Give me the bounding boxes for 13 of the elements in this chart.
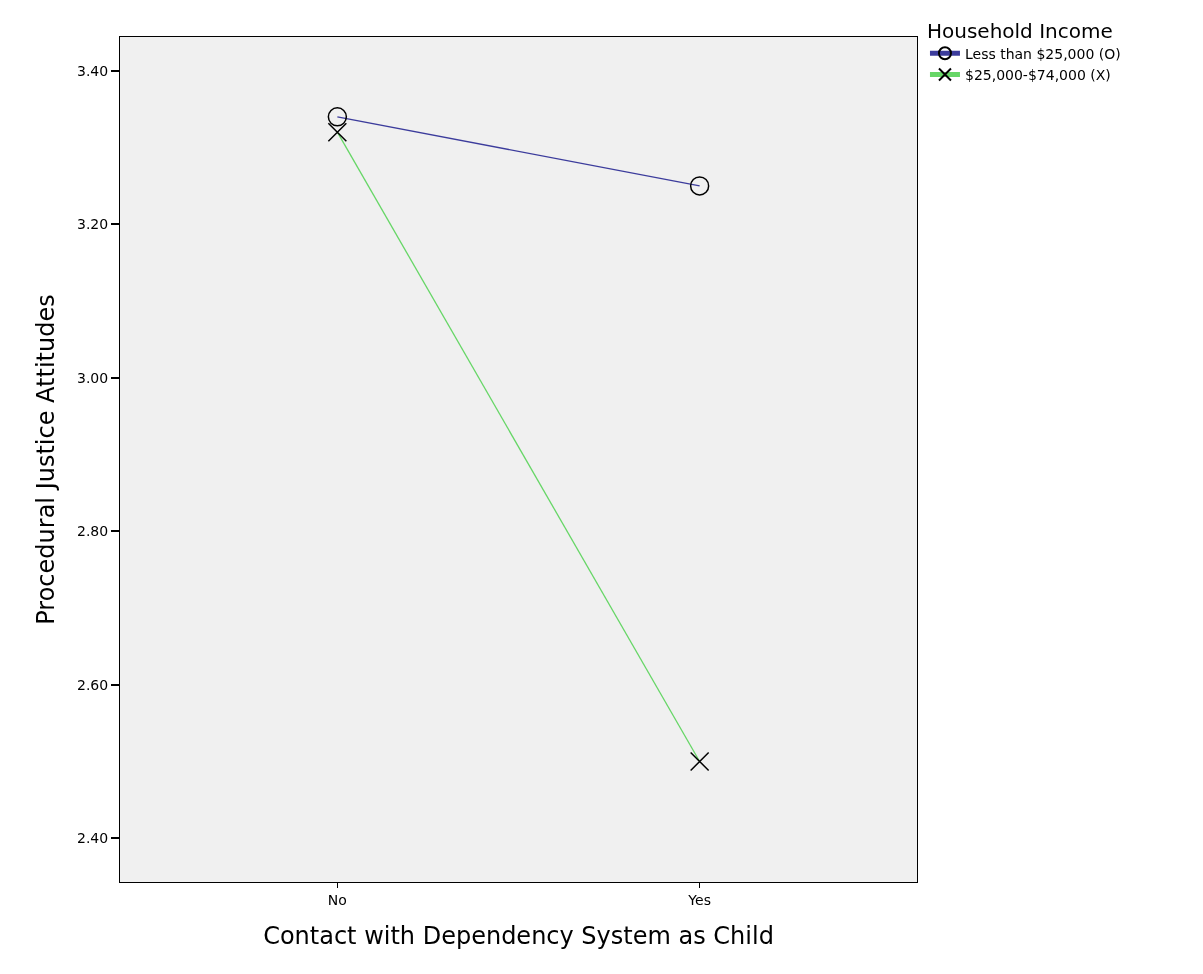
x-tick-label: No — [327, 891, 347, 908]
y-tick-label: 2.60 — [77, 676, 109, 693]
legend-label: $25,000-$74,000 (X) — [964, 66, 1111, 83]
x-tick-label: Yes — [687, 891, 711, 908]
y-tick-label: 3.20 — [77, 216, 109, 233]
y-tick-label: 2.80 — [77, 523, 109, 540]
y-tick-label: 3.00 — [77, 369, 109, 386]
y-tick-label: 2.40 — [77, 830, 109, 847]
legend-title: Household Income — [926, 18, 1113, 43]
legend-label: Less than $25,000 (O) — [964, 45, 1121, 62]
x-axis-title: Contact with Dependency System as Child — [263, 922, 774, 951]
y-axis-title: Procedural Justice Attitudes — [32, 294, 61, 625]
y-tick-label: 3.40 — [77, 62, 109, 79]
